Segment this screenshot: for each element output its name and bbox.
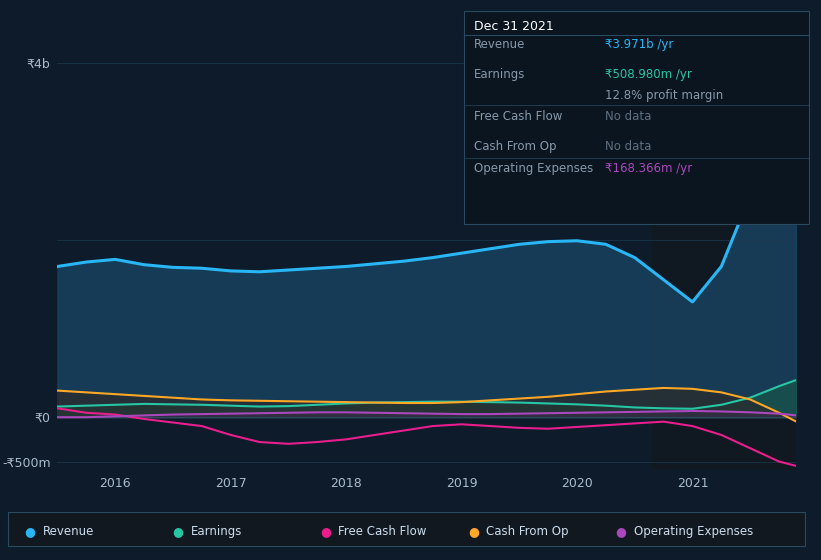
Text: ●: ● (616, 525, 626, 538)
Text: Free Cash Flow: Free Cash Flow (338, 525, 427, 538)
Text: No data: No data (605, 140, 651, 153)
Text: No data: No data (605, 110, 651, 123)
Text: Revenue: Revenue (43, 525, 94, 538)
Text: Cash From Op: Cash From Op (486, 525, 568, 538)
Text: Earnings: Earnings (190, 525, 242, 538)
Text: Operating Expenses: Operating Expenses (634, 525, 753, 538)
Text: ●: ● (25, 525, 35, 538)
Text: ₹168.366m /yr: ₹168.366m /yr (605, 162, 692, 175)
Text: ●: ● (468, 525, 479, 538)
Text: Revenue: Revenue (474, 38, 525, 51)
Text: Cash From Op: Cash From Op (474, 140, 556, 153)
Text: Earnings: Earnings (474, 68, 525, 81)
Text: ●: ● (172, 525, 183, 538)
Text: ₹3.971b /yr: ₹3.971b /yr (605, 38, 673, 51)
Text: Dec 31 2021: Dec 31 2021 (474, 20, 553, 32)
Text: Free Cash Flow: Free Cash Flow (474, 110, 562, 123)
Text: ●: ● (320, 525, 331, 538)
Text: ₹508.980m /yr: ₹508.980m /yr (605, 68, 692, 81)
Text: 12.8% profit margin: 12.8% profit margin (605, 90, 723, 102)
Text: Operating Expenses: Operating Expenses (474, 162, 593, 175)
Bar (652, 45, 796, 470)
